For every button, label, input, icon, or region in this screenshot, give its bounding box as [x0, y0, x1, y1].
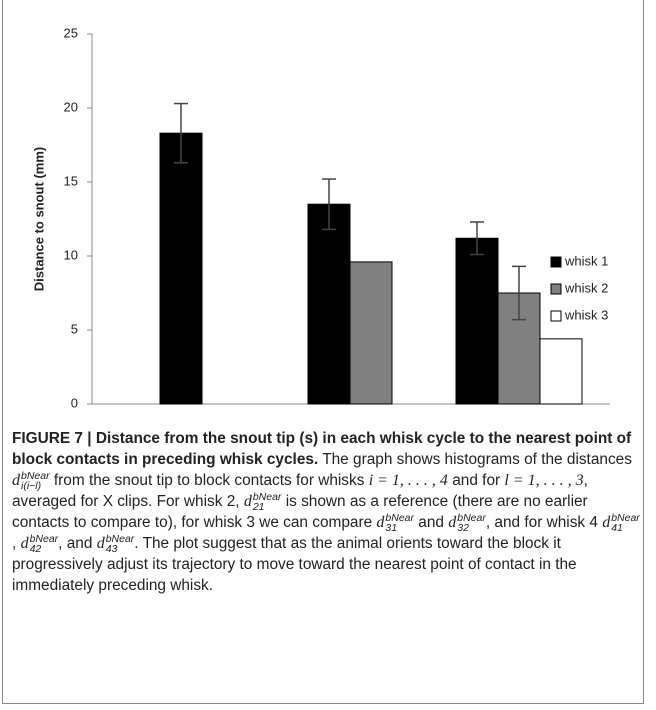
caption: FIGURE 7 | Distance from the snout tip (… — [12, 428, 640, 596]
symbol-sup: bNear — [457, 511, 486, 524]
symbol-sub: 21 — [252, 500, 265, 513]
caption-math: i = 1, . . . , 4 — [368, 472, 448, 489]
symbol-scripts: bNear 42 — [29, 532, 59, 555]
caption-text: The graph shows histograms of the distan… — [318, 451, 632, 468]
chart: Distance to snout (mm) 0 5 10 15 20 25 whisk 2… — [31, 25, 610, 428]
symbol-sup: bNear — [385, 511, 415, 524]
y-axis-label: Distance to snout (mm) — [31, 147, 46, 291]
symbol-base: d — [12, 472, 20, 489]
legend-label: whisk 2 — [564, 280, 608, 295]
symbol-sub: 43 — [105, 542, 118, 555]
symbol-sup: bNear — [252, 490, 282, 503]
caption-title: FIGURE 7 | Distance from the snout tip (… — [12, 430, 632, 468]
bar — [159, 132, 203, 405]
caption-symbol: d bNear 43 — [96, 532, 135, 555]
symbol-scripts: bNear i(i−l) — [21, 469, 50, 492]
bar — [307, 203, 351, 405]
y-tick-label: 15 — [64, 173, 78, 188]
legend-label: whisk 1 — [564, 253, 608, 268]
caption-symbol: d bNear 42 — [20, 532, 59, 555]
symbol-base: d — [243, 493, 252, 510]
symbol-base: d — [96, 535, 105, 552]
symbol-sup: bNear — [105, 532, 135, 545]
caption-text: , and for whisk 4 — [485, 514, 603, 531]
caption-math: l = 1, . . . , 3 — [504, 472, 584, 489]
y-tick-label: 10 — [64, 247, 78, 262]
symbol-base: d — [20, 535, 29, 552]
symbol-scripts: bNear 41 — [611, 511, 640, 534]
symbol-base: d — [376, 514, 385, 531]
x-tick-label: whisk 3 — [305, 426, 349, 428]
y-tick-label: 25 — [64, 25, 78, 40]
symbol-sup: bNear — [29, 532, 59, 545]
symbol-scripts: bNear 32 — [457, 511, 486, 534]
caption-text: , averaged for X clips. For whisk 2, — [12, 472, 588, 510]
y-tick-label: 20 — [64, 99, 78, 114]
symbol-base: d — [448, 514, 457, 531]
figure-frame — [2, 0, 644, 704]
caption-symbol: d bNear 21 — [243, 490, 282, 513]
x-tick-label: whisk 4 — [453, 426, 497, 428]
caption-symbol: d bNear i(i−l) — [12, 469, 50, 492]
caption-text: , — [12, 535, 21, 552]
symbol-sup: bNear — [611, 511, 640, 524]
legend-swatch — [550, 283, 562, 295]
x-tick-label: whisk 2 — [157, 426, 201, 428]
symbol-scripts: bNear 43 — [105, 532, 135, 555]
symbol-sub: 32 — [457, 521, 469, 534]
caption-text: from the snout tip to block contacts for… — [49, 472, 369, 489]
caption-text: and for — [447, 472, 505, 489]
y-tick-label: 5 — [71, 321, 78, 336]
bar — [349, 261, 393, 405]
caption-symbol: d bNear 32 — [448, 511, 486, 534]
caption-text: , and — [58, 535, 97, 552]
legend-swatch — [550, 256, 562, 268]
caption-text: and — [414, 514, 449, 531]
symbol-sup: bNear — [21, 469, 50, 482]
legend-swatch — [550, 310, 562, 322]
symbol-sub: 31 — [385, 521, 398, 534]
bar — [455, 237, 499, 405]
symbol-base: d — [602, 514, 611, 531]
symbol-sub: i(i−l) — [21, 479, 42, 492]
symbol-scripts: bNear 31 — [385, 511, 415, 534]
bar — [539, 338, 583, 405]
symbol-sub: 41 — [611, 521, 623, 534]
caption-text: . The plot suggest that as the animal or… — [12, 535, 577, 594]
symbol-scripts: bNear 21 — [252, 490, 282, 513]
legend-label: whisk 3 — [564, 307, 608, 322]
y-tick-label: 0 — [71, 395, 78, 410]
caption-symbol: d bNear 31 — [376, 511, 415, 534]
caption-text: is shown as a reference (there are no ea… — [12, 493, 588, 531]
caption-symbol: d bNear 41 — [602, 511, 640, 534]
symbol-sub: 42 — [29, 542, 42, 555]
